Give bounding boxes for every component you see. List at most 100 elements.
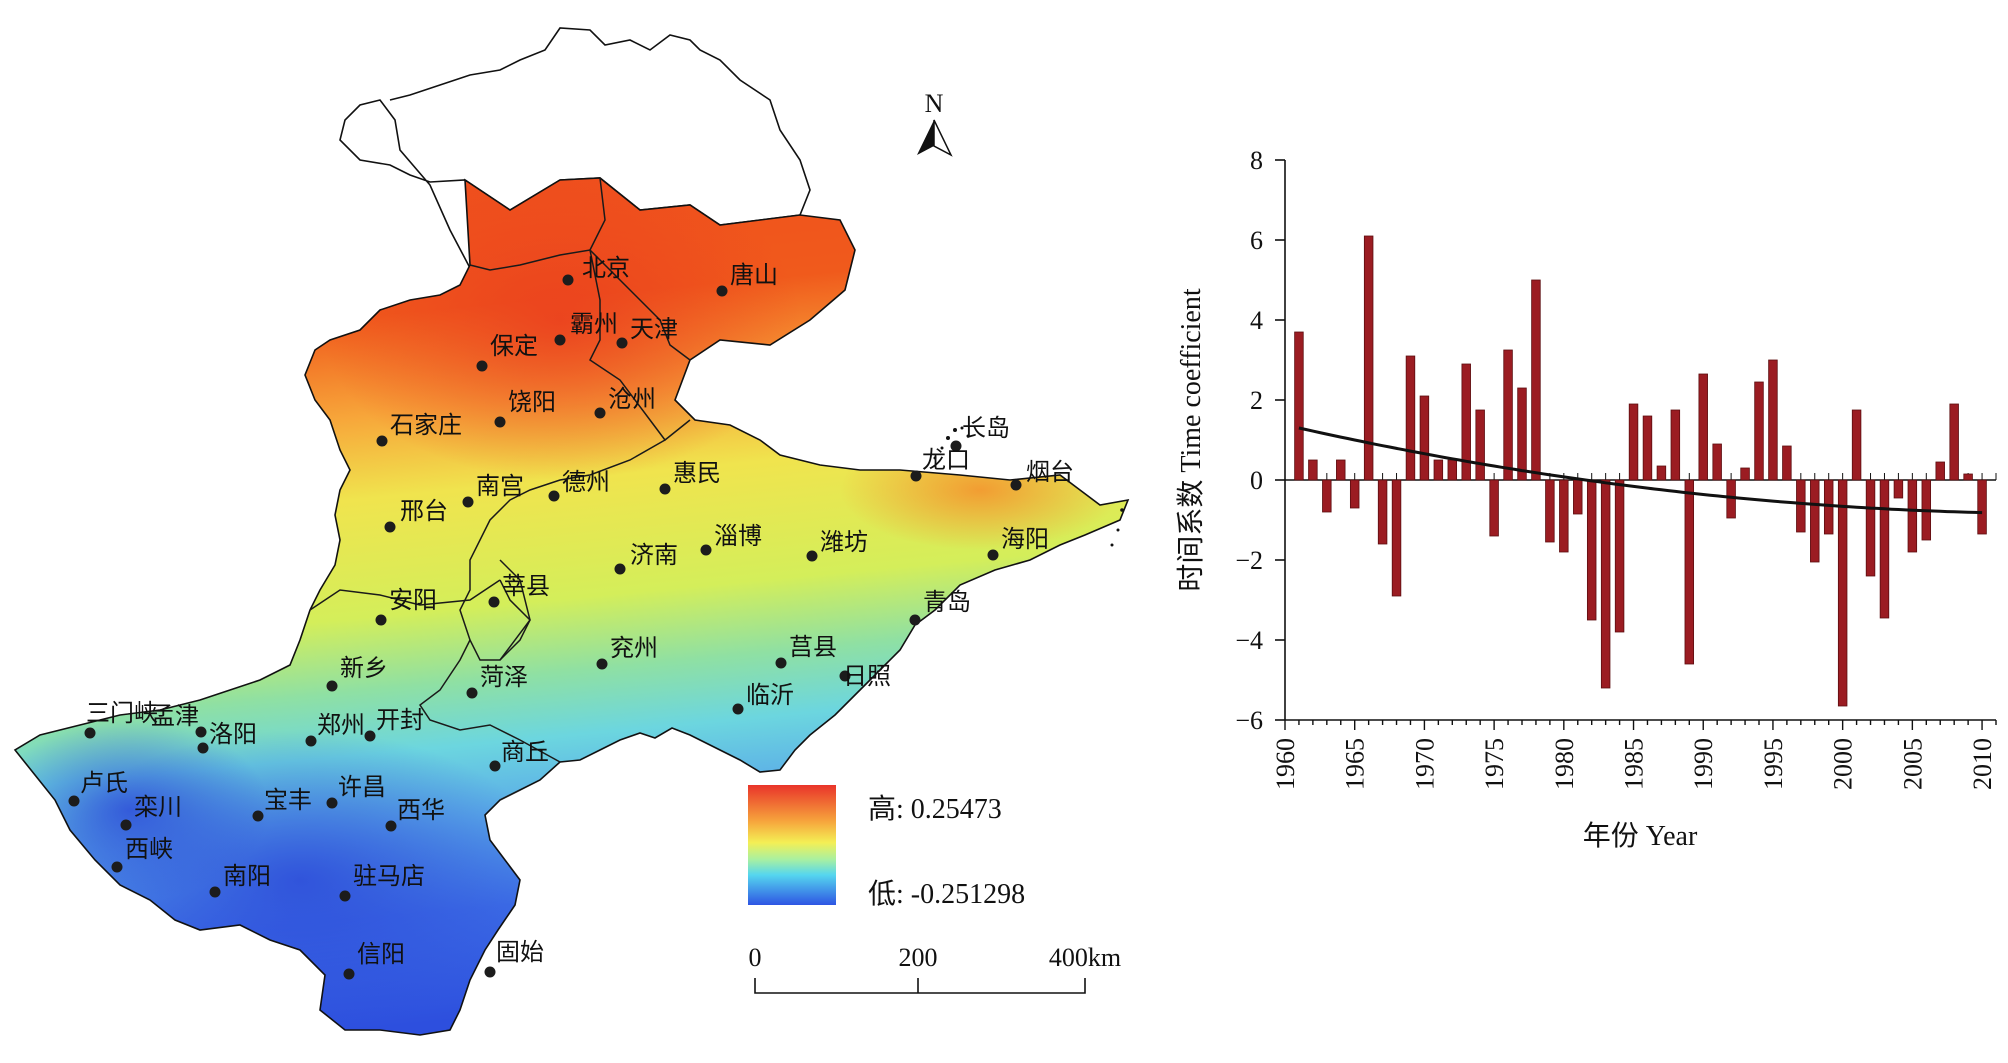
- city-dot: [548, 490, 560, 502]
- city-marker: 莒县: [775, 634, 837, 669]
- city-label: 淄博: [714, 523, 762, 550]
- city-marker: 孟津: [151, 703, 207, 738]
- bar: [1796, 479, 1806, 533]
- city-dot: [596, 658, 608, 670]
- y-tick-label: 8: [1250, 146, 1263, 175]
- x-tick-label: 1980: [1550, 738, 1579, 790]
- bar: [1628, 403, 1639, 481]
- city-label: 北京: [582, 255, 630, 282]
- city-dot: [488, 596, 500, 608]
- city-dot: [84, 727, 96, 739]
- city-dot: [252, 810, 264, 822]
- city-dot: [384, 521, 396, 533]
- city-label: 南阳: [223, 863, 271, 890]
- city-label: 菏泽: [480, 664, 528, 691]
- city-marker: 烟台: [1010, 459, 1074, 491]
- bar: [1614, 479, 1625, 633]
- y-axis-ticks: 8 6 4 2 0 −2 −4 −6: [1235, 146, 1285, 735]
- coastal-islands: [933, 426, 1124, 547]
- city-marker: 信阳: [343, 941, 405, 980]
- city-dot: [68, 795, 80, 807]
- city-dot: [716, 285, 728, 297]
- city-label: 三门峡: [86, 700, 158, 727]
- bar: [1349, 479, 1360, 509]
- city-marker: 石家庄: [376, 412, 462, 447]
- x-tick-label: 2000: [1829, 738, 1858, 790]
- bar: [1893, 479, 1904, 499]
- city-marker: 驻马店: [339, 863, 425, 902]
- city-label: 烟台: [1026, 459, 1074, 486]
- city-dot: [326, 797, 338, 809]
- bar: [1461, 363, 1471, 481]
- bar: [1851, 409, 1862, 481]
- city-marker: 西峡: [111, 836, 173, 873]
- city-dot: [910, 470, 922, 482]
- bar: [1977, 479, 1987, 535]
- trend-line: [1298, 426, 1983, 515]
- city-marker: 莘县: [488, 573, 550, 608]
- bar: [1782, 445, 1792, 481]
- scale-tick-400: 400km: [1049, 943, 1121, 972]
- city-label: 青岛: [923, 589, 971, 616]
- bar: [1740, 467, 1750, 481]
- bar: [1963, 473, 1973, 481]
- bar: [1573, 479, 1583, 515]
- bar: [1879, 479, 1890, 619]
- city-label: 安阳: [389, 587, 437, 614]
- city-dot: [616, 337, 628, 349]
- bar: [1419, 395, 1430, 481]
- bar: [1405, 355, 1416, 481]
- city-marker: 新乡: [326, 655, 388, 692]
- city-label: 商丘: [501, 739, 549, 766]
- city-marker: 西华: [385, 797, 445, 832]
- city-label: 固始: [496, 939, 544, 966]
- city-label: 许昌: [338, 774, 386, 801]
- north-label: N: [925, 89, 944, 118]
- bar: [1935, 461, 1945, 481]
- y-tick-label: 2: [1250, 386, 1263, 415]
- city-label: 邢台: [400, 498, 448, 525]
- bar: [1865, 479, 1876, 577]
- city-marker: 长岛: [950, 415, 1010, 452]
- city-marker: 安阳: [375, 587, 437, 626]
- city-label: 开封: [376, 707, 424, 734]
- city-dot: [594, 407, 606, 419]
- city-dot: [462, 496, 474, 508]
- bar: [1336, 459, 1346, 481]
- legend-high-label: 高: 0.25473: [868, 793, 1002, 825]
- city-label: 南宫: [476, 473, 524, 500]
- bar: [1949, 403, 1959, 481]
- y-tick-label: −2: [1235, 546, 1263, 575]
- city-marker: 龙口: [910, 447, 970, 482]
- north-outline: [339, 27, 811, 269]
- scale-tick-200: 200: [899, 943, 938, 972]
- city-dot: [659, 483, 671, 495]
- city-marker: 霸州: [554, 312, 618, 346]
- bar: [1559, 479, 1569, 553]
- scale-line: [754, 978, 1086, 994]
- city-label: 栾川: [134, 794, 182, 821]
- city-label: 卢氏: [80, 770, 128, 797]
- bar: [1503, 349, 1513, 481]
- x-tick-label: 1990: [1689, 738, 1718, 790]
- city-label: 龙口: [922, 447, 970, 474]
- city-label: 信阳: [357, 941, 405, 968]
- city-label: 德州: [562, 469, 610, 496]
- y-tick-label: −6: [1235, 706, 1263, 735]
- city-marker: 三门峡: [84, 700, 158, 739]
- city-label: 石家庄: [390, 412, 462, 439]
- city-label: 潍坊: [820, 529, 868, 556]
- bar: [1586, 479, 1597, 621]
- city-label: 宝丰: [264, 787, 312, 814]
- bar: [1531, 279, 1541, 481]
- bar: [1475, 409, 1485, 481]
- bar: [1391, 479, 1402, 597]
- north-arrow-icon: [917, 120, 934, 155]
- city-marker: 德州: [548, 469, 610, 502]
- bar: [1712, 443, 1722, 481]
- city-dot: [909, 614, 921, 626]
- city-dot: [839, 670, 851, 682]
- city-marker: 临沂: [732, 682, 794, 715]
- city-label: 新乡: [340, 655, 388, 682]
